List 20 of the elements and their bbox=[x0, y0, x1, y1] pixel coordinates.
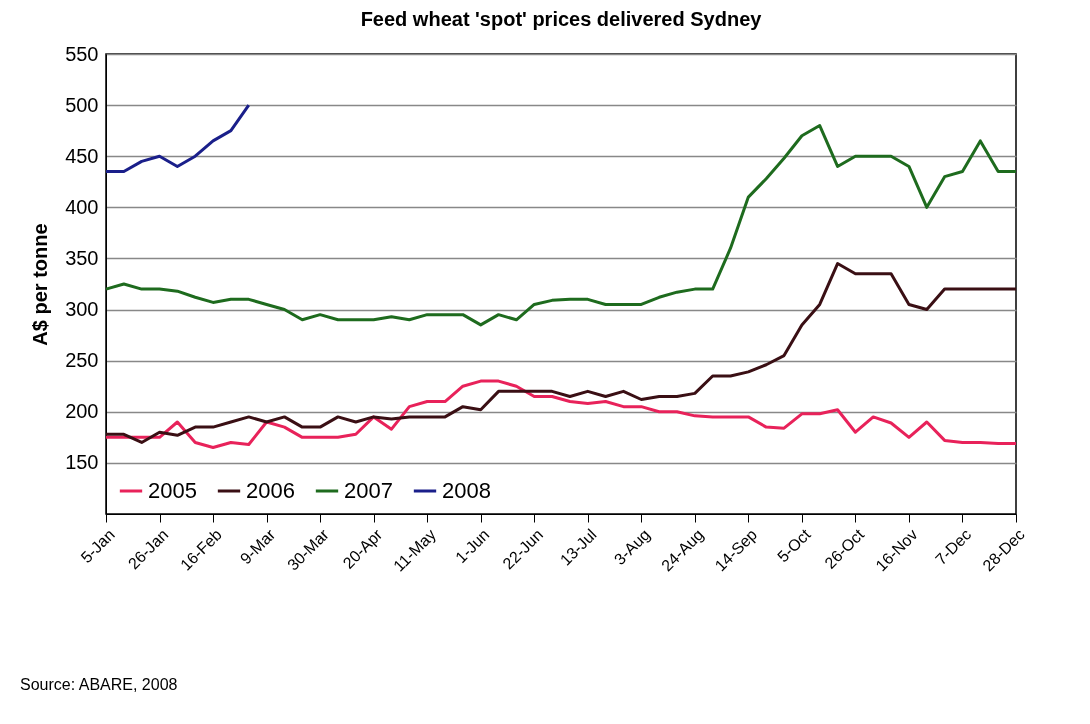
y-axis-title: A$ per tonne bbox=[29, 223, 52, 346]
source-note: Source: ABARE, 2008 bbox=[20, 676, 178, 694]
y-tick-label: 550 bbox=[65, 42, 99, 65]
y-tick-label: 150 bbox=[65, 451, 99, 474]
y-tick-label: 200 bbox=[65, 400, 99, 423]
y-tick-label: 400 bbox=[65, 195, 99, 218]
legend-label: 2006 bbox=[246, 478, 295, 503]
line-series bbox=[104, 124, 1018, 327]
line-series bbox=[104, 103, 251, 174]
y-tick-label: 300 bbox=[65, 298, 99, 321]
line-series bbox=[104, 262, 1018, 444]
legend-label: 2005 bbox=[148, 478, 197, 503]
y-tick-label: 450 bbox=[65, 144, 99, 167]
y-tick-label: 500 bbox=[65, 93, 99, 116]
legend-label: 2007 bbox=[344, 478, 393, 503]
y-tick-label: 250 bbox=[65, 349, 99, 372]
legend-label: 2008 bbox=[442, 478, 491, 503]
line-series bbox=[104, 379, 1018, 450]
y-tick-label: 350 bbox=[65, 246, 99, 269]
chart-title: Feed wheat 'spot' prices delivered Sydney bbox=[360, 8, 763, 30]
